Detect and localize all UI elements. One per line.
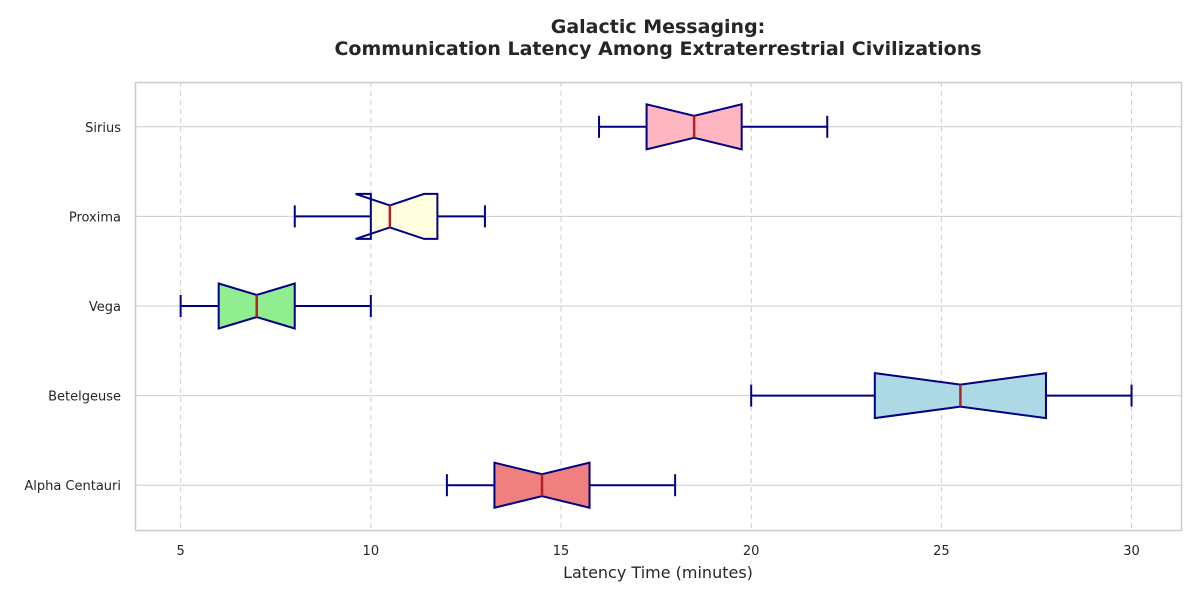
box-0 [598,103,829,151]
x-axis-label: Latency Time (minutes) [563,563,753,582]
x-tick-label-15: 15 [553,544,570,559]
x-tick-label-25: 25 [933,544,950,559]
box-2 [179,282,372,330]
box-series [179,103,1133,509]
x-tick-label-5: 5 [177,544,185,559]
x-tick-label-10: 10 [363,544,380,559]
x-tick-label-20: 20 [743,544,760,559]
x-tick-label-30: 30 [1123,544,1140,559]
chart-title-line-1: Galactic Messaging: [551,16,766,38]
chart-title-line-2: Communication Latency Among Extraterrest… [334,38,981,60]
y-tick-label-3: Betelgeuse [48,390,121,405]
box-1 [293,192,486,240]
y-tick-label-4: Alpha Centauri [24,479,121,494]
box-body [355,192,439,240]
y-tick-label-1: Proxima [69,210,121,225]
y-tick-label-2: Vega [89,300,121,315]
y-tick-label-0: Sirius [85,121,121,136]
axes: 5 10 15 20 25 30 Sirius Proxima Vega Betelgeuse Al… [24,121,1139,559]
box-3 [750,371,1133,420]
plot-frame [134,81,1183,532]
box-4 [445,461,677,509]
